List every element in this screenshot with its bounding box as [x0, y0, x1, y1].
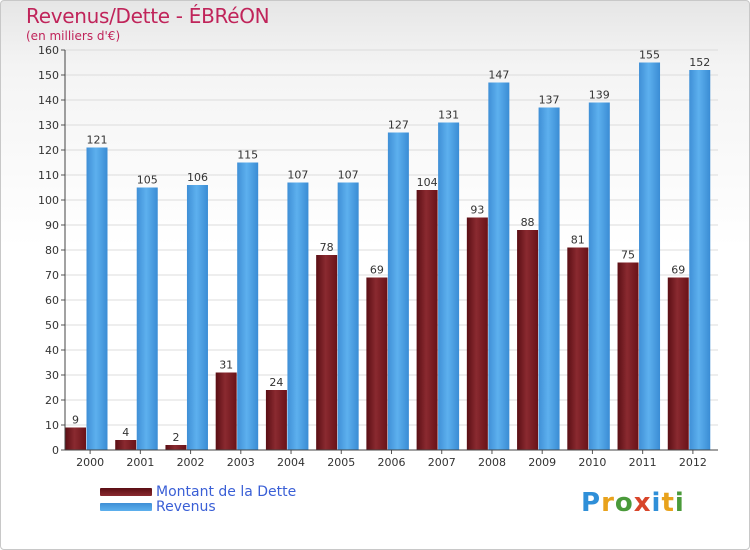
revenue-value-label: 152: [689, 56, 710, 69]
y-tick-label: 60: [45, 294, 59, 307]
debt-bar: [366, 277, 388, 450]
revenue-bar: [488, 82, 510, 450]
y-tick-label: 40: [45, 344, 59, 357]
revenue-value-label: 107: [338, 169, 359, 182]
revenue-value-label: 107: [287, 169, 308, 182]
x-tick-label: 2007: [428, 456, 456, 469]
revenue-value-label: 137: [539, 94, 560, 107]
debt-bar: [416, 190, 438, 450]
x-tick-label: 2001: [126, 456, 154, 469]
debt-value-label: 2: [172, 431, 179, 444]
chart-title: Revenus/Dette - ÉBRéON: [26, 4, 270, 28]
x-tick-label: 2004: [277, 456, 305, 469]
revenue-value-label: 115: [237, 149, 258, 162]
revenue-value-label: 121: [87, 134, 108, 147]
revenue-bar: [136, 187, 158, 450]
revenue-bar: [86, 147, 108, 450]
x-tick-label: 2005: [327, 456, 355, 469]
debt-bar: [265, 390, 287, 450]
revenue-value-label: 155: [639, 49, 660, 62]
revenue-bar: [387, 132, 409, 450]
y-tick-label: 110: [38, 169, 59, 182]
debt-value-label: 78: [320, 241, 334, 254]
debt-value-label: 75: [621, 249, 635, 262]
debt-bar: [466, 217, 488, 450]
revenue-value-label: 105: [137, 174, 158, 187]
debt-value-label: 69: [671, 264, 685, 277]
x-tick-label: 2000: [76, 456, 104, 469]
debt-bar: [617, 262, 639, 450]
y-tick-label: 120: [38, 144, 59, 157]
debt-value-label: 31: [219, 359, 233, 372]
x-tick-label: 2002: [177, 456, 205, 469]
y-tick-label: 150: [38, 69, 59, 82]
revenue-bar: [689, 70, 711, 450]
revenue-bar: [538, 107, 560, 450]
revenue-value-label: 131: [438, 109, 459, 122]
chart-subtitle: (en milliers d'€): [26, 29, 121, 43]
revenue-value-label: 147: [488, 69, 509, 82]
y-tick-label: 160: [38, 44, 59, 57]
x-tick-label: 2009: [528, 456, 556, 469]
debt-bar: [667, 277, 689, 450]
debt-value-label: 81: [571, 234, 585, 247]
y-tick-label: 90: [45, 219, 59, 232]
revenue-value-label: 106: [187, 171, 208, 184]
y-tick-label: 20: [45, 394, 59, 407]
legend-swatch-revenue: [100, 503, 152, 511]
revenue-bar: [287, 182, 309, 450]
debt-bar: [115, 440, 137, 450]
x-tick-label: 2008: [478, 456, 506, 469]
proxiti-logo: Proxiti: [581, 488, 685, 518]
debt-value-label: 4: [122, 426, 129, 439]
debt-bar: [165, 445, 187, 450]
y-tick-label: 30: [45, 369, 59, 382]
x-tick-label: 2010: [578, 456, 606, 469]
y-tick-label: 100: [38, 194, 59, 207]
debt-bar: [215, 372, 237, 450]
debt-bar: [517, 230, 539, 450]
revenue-bar: [186, 185, 208, 450]
debt-bar: [567, 247, 589, 450]
revenue-bar: [438, 122, 460, 450]
y-tick-label: 140: [38, 94, 59, 107]
revenue-bar: [337, 182, 359, 450]
legend-label-debt: Montant de la Dette: [156, 484, 297, 500]
debt-bar: [316, 255, 338, 450]
legend-label-revenue: Revenus: [156, 499, 216, 515]
x-tick-label: 2011: [629, 456, 657, 469]
x-tick-label: 2003: [227, 456, 255, 469]
revenue-value-label: 127: [388, 119, 409, 132]
debt-value-label: 93: [470, 204, 484, 217]
legend-swatch-debt: [100, 488, 152, 496]
debt-value-label: 104: [417, 176, 438, 189]
revenue-value-label: 139: [589, 89, 610, 102]
x-tick-label: 2012: [679, 456, 707, 469]
debt-value-label: 88: [521, 216, 535, 229]
y-tick-label: 0: [52, 444, 59, 457]
x-tick-label: 2006: [378, 456, 406, 469]
revenue-bar: [588, 102, 610, 450]
debt-value-label: 9: [72, 414, 79, 427]
debt-value-label: 24: [269, 376, 283, 389]
y-tick-label: 10: [45, 419, 59, 432]
debt-value-label: 69: [370, 264, 384, 277]
y-tick-label: 50: [45, 319, 59, 332]
y-tick-label: 130: [38, 119, 59, 132]
y-tick-label: 70: [45, 269, 59, 282]
y-tick-label: 80: [45, 244, 59, 257]
revenue-bar: [237, 162, 259, 450]
debt-bar: [65, 427, 86, 450]
revenue-bar: [639, 62, 661, 450]
